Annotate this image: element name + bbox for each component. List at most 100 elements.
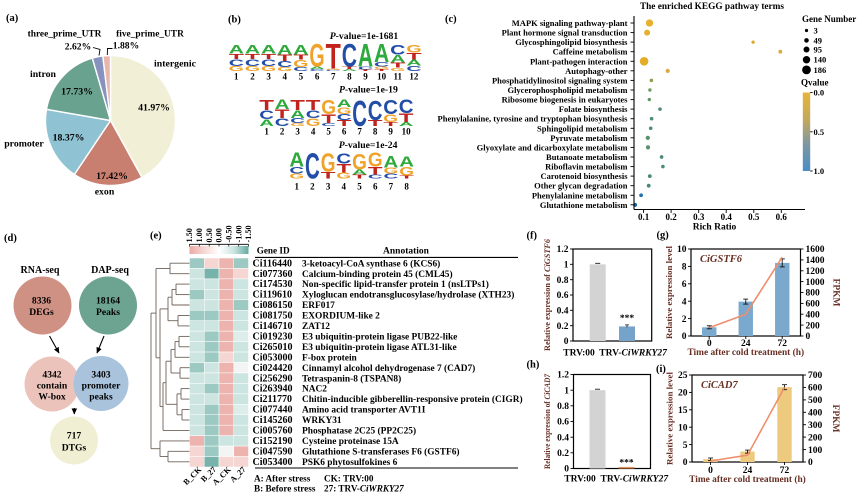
svg-text:A: A <box>261 42 277 56</box>
svg-text:A: A <box>399 153 414 170</box>
svg-text:Glycerophospholipid metabolism: Glycerophospholipid metabolism <box>507 85 627 95</box>
svg-text:A: A <box>229 42 245 56</box>
svg-text:T: T <box>245 52 261 61</box>
svg-text:T: T <box>293 53 308 61</box>
svg-text:Rich Ratio: Rich Ratio <box>693 223 737 233</box>
svg-text:200: 200 <box>806 321 821 331</box>
svg-text:intron: intron <box>30 69 57 80</box>
svg-text:2.62%: 2.62% <box>65 42 91 53</box>
svg-text:Other glycan degradation: Other glycan degradation <box>534 181 628 191</box>
svg-text:T: T <box>368 119 383 128</box>
svg-text:1.50: 1.50 <box>185 228 194 242</box>
svg-text:G: G <box>406 44 421 56</box>
svg-text:MAPK signaling pathway-plant: MAPK signaling pathway-plant <box>512 18 628 28</box>
svg-text:Ci146710: Ci146710 <box>253 321 293 332</box>
svg-text:717: 717 <box>67 431 82 442</box>
svg-text:Riboflavin metabolism: Riboflavin metabolism <box>545 162 627 172</box>
svg-text:0: 0 <box>806 332 811 342</box>
svg-text:G: G <box>336 172 351 181</box>
svg-text:Xyloglucan endotransglucosylas: Xyloglucan endotransglucosylase/hydrolas… <box>302 290 514 301</box>
svg-text:A: A <box>406 59 422 68</box>
svg-text:49: 49 <box>814 35 823 45</box>
svg-text:W-box: W-box <box>38 392 66 403</box>
svg-text:Relative expression level: Relative expression level <box>664 245 674 339</box>
svg-text:4: 4 <box>342 182 347 192</box>
svg-text:1200: 1200 <box>806 267 825 277</box>
svg-text:10: 10 <box>678 423 688 433</box>
svg-text:F-box protein: F-box protein <box>302 353 358 363</box>
svg-text:0: 0 <box>682 332 687 342</box>
svg-text:G: G <box>293 58 308 69</box>
svg-text:(b): (b) <box>228 15 241 26</box>
svg-text:Ci263940: Ci263940 <box>253 384 293 395</box>
svg-text:G: G <box>321 96 336 119</box>
svg-text:C: C <box>406 65 421 73</box>
svg-text:41.97%: 41.97% <box>138 103 170 114</box>
svg-text:C: C <box>309 69 324 72</box>
svg-text:C: C <box>306 109 321 121</box>
svg-text:0.00: 0.00 <box>215 228 224 242</box>
svg-text:Time after cold treatment (h): Time after cold treatment (h) <box>687 347 804 358</box>
svg-text:EXORDIUM-like 2: EXORDIUM-like 2 <box>302 312 380 322</box>
svg-text:8336: 8336 <box>32 296 51 307</box>
svg-text:1: 1 <box>564 261 569 271</box>
svg-text:Relative expression of CiCAD7: Relative expression of CiCAD7 <box>542 374 552 469</box>
svg-text:7: 7 <box>389 182 394 192</box>
svg-text:C: C <box>368 174 383 180</box>
svg-text:C: C <box>390 42 405 57</box>
svg-text:A: A <box>289 148 304 171</box>
svg-text:C: C <box>326 70 342 72</box>
svg-text:300: 300 <box>808 421 823 431</box>
svg-text:8: 8 <box>404 182 409 192</box>
svg-text:Ci265010: Ci265010 <box>253 342 293 353</box>
svg-text:1: 1 <box>294 182 299 192</box>
svg-text:G: G <box>399 165 414 178</box>
svg-text:Ci019230: Ci019230 <box>253 332 293 343</box>
svg-text:C: C <box>259 108 274 122</box>
svg-text:G: G <box>229 65 244 72</box>
svg-text:Ci005760: Ci005760 <box>253 426 293 437</box>
svg-text:1.88%: 1.88% <box>113 41 139 52</box>
svg-text:72: 72 <box>777 339 787 349</box>
svg-text:186: 186 <box>814 65 827 75</box>
svg-text:1: 1 <box>234 72 239 82</box>
svg-text:0.6: 0.6 <box>776 212 788 222</box>
svg-text:1.0: 1.0 <box>814 166 825 176</box>
svg-text:3: 3 <box>295 127 300 137</box>
svg-text:95: 95 <box>814 45 823 55</box>
svg-text:(g): (g) <box>657 230 670 241</box>
svg-text:-1.50: -1.50 <box>244 225 253 242</box>
svg-text:T: T <box>374 69 389 72</box>
svg-text:G: G <box>309 38 324 74</box>
svg-text:Phosphatidylinositol signaling: Phosphatidylinositol signaling system <box>492 75 628 85</box>
svg-text:CK: TRV:00: CK: TRV:00 <box>324 474 374 484</box>
svg-text:G: G <box>383 113 398 125</box>
svg-text:3-ketoacyl-CoA synthase 6 (KCS: 3-ketoacyl-CoA synthase 6 (KCS6) <box>302 258 440 269</box>
svg-text:C: C <box>368 96 383 127</box>
svg-text:11: 11 <box>394 72 403 82</box>
svg-text:TRV:00: TRV:00 <box>564 475 596 485</box>
svg-text:Relative expression level: Relative expression level <box>665 371 675 465</box>
svg-text:0.6: 0.6 <box>557 291 569 301</box>
svg-text:TRV-CiWRKY27: TRV-CiWRKY27 <box>599 349 668 359</box>
svg-text:TRV:00: TRV:00 <box>563 349 595 359</box>
svg-text:A: A <box>245 42 261 56</box>
svg-text:Non-specific lipid-transfer pr: Non-specific lipid-transfer protein 1 (n… <box>302 279 489 290</box>
svg-text:Autophagy-other: Autophagy-other <box>565 66 628 76</box>
svg-text:CiCAD7: CiCAD7 <box>701 380 739 391</box>
svg-text:(i): (i) <box>656 364 666 375</box>
svg-text:0.0: 0.0 <box>814 88 825 98</box>
svg-text:A: A <box>309 66 324 70</box>
svg-text:Carotenoid biosynthesis: Carotenoid biosynthesis <box>541 171 629 181</box>
svg-text:800: 800 <box>806 289 821 299</box>
svg-text:3: 3 <box>326 182 331 192</box>
svg-text:8: 8 <box>682 263 687 273</box>
svg-text:140: 140 <box>814 55 827 65</box>
svg-text:15: 15 <box>678 406 688 416</box>
svg-text:T: T <box>342 66 357 70</box>
svg-text:T: T <box>399 175 414 180</box>
svg-text:0: 0 <box>683 458 688 468</box>
svg-text:5: 5 <box>683 441 688 451</box>
svg-text:1: 1 <box>264 127 269 137</box>
svg-text:0: 0 <box>708 466 713 476</box>
